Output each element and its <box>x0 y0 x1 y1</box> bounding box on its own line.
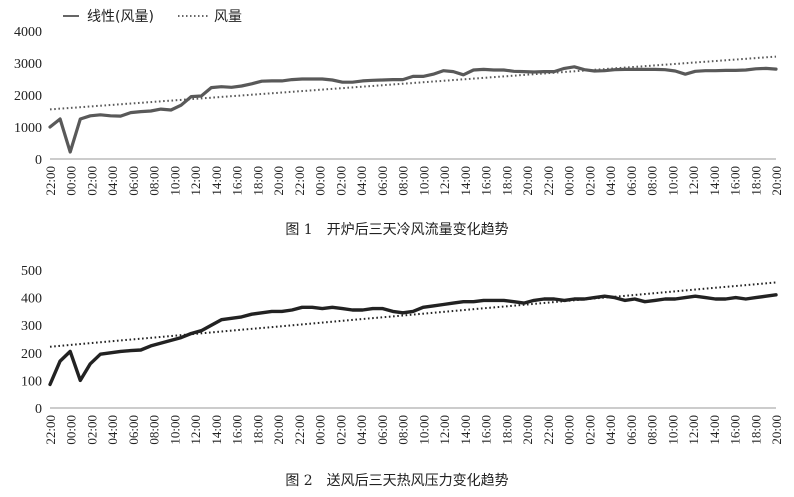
x-tick-label: 08:00 <box>645 166 660 196</box>
legend: 线性(风量) 风量 <box>63 9 242 25</box>
x-tick-label: 04:00 <box>354 415 369 445</box>
legend-label: 风量 <box>214 9 242 25</box>
x-tick-label: 14:00 <box>707 166 722 196</box>
y-tick-label: 1000 <box>14 121 42 136</box>
x-tick-label: 02:00 <box>582 415 597 445</box>
x-tick-label: 08:00 <box>645 415 660 445</box>
x-tick-label: 20:00 <box>520 415 535 445</box>
legend-label: 线性(风量) <box>87 9 154 25</box>
x-tick-label: 18:00 <box>748 415 763 445</box>
x-tick-label: 04:00 <box>105 415 120 445</box>
x-tick-label: 12:00 <box>437 415 452 445</box>
series-line-1 <box>48 65 778 154</box>
x-tick-label: 02:00 <box>333 415 348 445</box>
y-axis: 0 100 200 300 400 500 <box>21 264 42 417</box>
x-tick-label: 02:00 <box>582 166 597 196</box>
x-tick-label: 20:00 <box>520 166 535 196</box>
x-tick-label: 10:00 <box>416 166 431 196</box>
x-tick-label: 00:00 <box>313 166 328 196</box>
x-tick-label: 06:00 <box>624 166 639 196</box>
x-tick-label: 22:00 <box>43 166 58 196</box>
x-tick-label: 10:00 <box>665 166 680 196</box>
x-tick-label: 16:00 <box>479 166 494 196</box>
x-tick-label: 06:00 <box>624 415 639 445</box>
y-axis: 0 1000 2000 3000 4000 <box>14 25 42 168</box>
x-tick-label: 04:00 <box>105 166 120 196</box>
x-tick-label: 22:00 <box>292 166 307 196</box>
x-tick-label: 16:00 <box>479 415 494 445</box>
chart-1: 0 1000 2000 3000 4000 22:00 00:00 02:00 04:00 06:… <box>14 9 784 238</box>
x-tick-label: 04:00 <box>354 166 369 196</box>
x-tick-label: 14:00 <box>209 415 224 445</box>
y-tick-label: 0 <box>35 402 42 417</box>
x-tick-label: 02:00 <box>333 166 348 196</box>
x-tick-label: 22:00 <box>43 415 58 445</box>
figure-caption: 图 1 开炉后三天冷风流量变化趋势 <box>285 222 508 238</box>
x-tick-label: 06:00 <box>126 166 141 196</box>
x-tick-label: 08:00 <box>396 166 411 196</box>
x-tick-label: 04:00 <box>603 415 618 445</box>
x-tick-label: 12:00 <box>437 166 452 196</box>
x-tick-label: 16:00 <box>230 166 245 196</box>
x-tick-label: 12:00 <box>686 166 701 196</box>
x-tick-label: 14:00 <box>458 415 473 445</box>
x-tick-label: 18:00 <box>499 166 514 196</box>
y-tick-label: 400 <box>21 292 42 307</box>
x-tick-label: 20:00 <box>769 166 784 196</box>
x-tick-label: 18:00 <box>250 415 265 445</box>
y-tick-label: 100 <box>21 374 42 389</box>
series-line-1 <box>48 293 778 387</box>
trend-line <box>49 281 777 348</box>
x-tick-label: 00:00 <box>562 166 577 196</box>
y-tick-label: 0 <box>35 153 42 168</box>
x-tick-label: 08:00 <box>147 166 162 196</box>
figure-caption: 图 2 送风后三天热风压力变化趋势 <box>285 473 508 489</box>
x-tick-label: 18:00 <box>250 166 265 196</box>
x-tick-label: 14:00 <box>209 166 224 196</box>
x-tick-label: 08:00 <box>147 415 162 445</box>
x-tick-label: 02:00 <box>84 166 99 196</box>
chart-2: 0 100 200 300 400 500 22:00 00:00 02:00 04:00 06:0… <box>21 264 784 489</box>
x-tick-label: 00:00 <box>562 415 577 445</box>
y-tick-label: 300 <box>21 319 42 334</box>
x-tick-label: 10:00 <box>167 415 182 445</box>
x-tick-label: 16:00 <box>728 415 743 445</box>
trend-line <box>49 55 777 111</box>
x-tick-label: 12:00 <box>188 166 203 196</box>
x-tick-label: 04:00 <box>603 166 618 196</box>
y-tick-label: 500 <box>21 264 42 279</box>
x-tick-label: 00:00 <box>64 415 79 445</box>
x-axis: 22:00 00:00 02:00 04:00 06:00 08:00 10:00 12:00… <box>43 415 784 445</box>
y-tick-label: 4000 <box>14 25 42 40</box>
y-tick-label: 3000 <box>14 57 42 72</box>
x-tick-label: 14:00 <box>458 166 473 196</box>
x-tick-label: 06:00 <box>375 166 390 196</box>
y-tick-label: 2000 <box>14 89 42 104</box>
x-tick-label: 22:00 <box>541 166 556 196</box>
x-tick-label: 22:00 <box>541 415 556 445</box>
x-tick-label: 20:00 <box>769 415 784 445</box>
y-tick-label: 200 <box>21 347 42 362</box>
x-tick-label: 16:00 <box>230 415 245 445</box>
x-tick-label: 02:00 <box>84 415 99 445</box>
x-tick-label: 08:00 <box>396 415 411 445</box>
x-tick-label: 20:00 <box>271 415 286 445</box>
x-tick-label: 12:00 <box>686 415 701 445</box>
x-tick-label: 00:00 <box>313 415 328 445</box>
x-tick-label: 06:00 <box>126 415 141 445</box>
x-tick-label: 10:00 <box>416 415 431 445</box>
x-tick-label: 10:00 <box>665 415 680 445</box>
x-tick-label: 12:00 <box>188 415 203 445</box>
x-tick-label: 18:00 <box>499 415 514 445</box>
x-tick-label: 14:00 <box>707 415 722 445</box>
x-axis: 22:00 00:00 02:00 04:00 06:00 08:00 10:00 12:00… <box>43 166 784 196</box>
x-tick-label: 06:00 <box>375 415 390 445</box>
x-tick-label: 00:00 <box>64 166 79 196</box>
x-tick-label: 10:00 <box>167 166 182 196</box>
x-tick-label: 20:00 <box>271 166 286 196</box>
x-tick-label: 22:00 <box>292 415 307 445</box>
x-tick-label: 18:00 <box>748 166 763 196</box>
x-tick-label: 16:00 <box>728 166 743 196</box>
